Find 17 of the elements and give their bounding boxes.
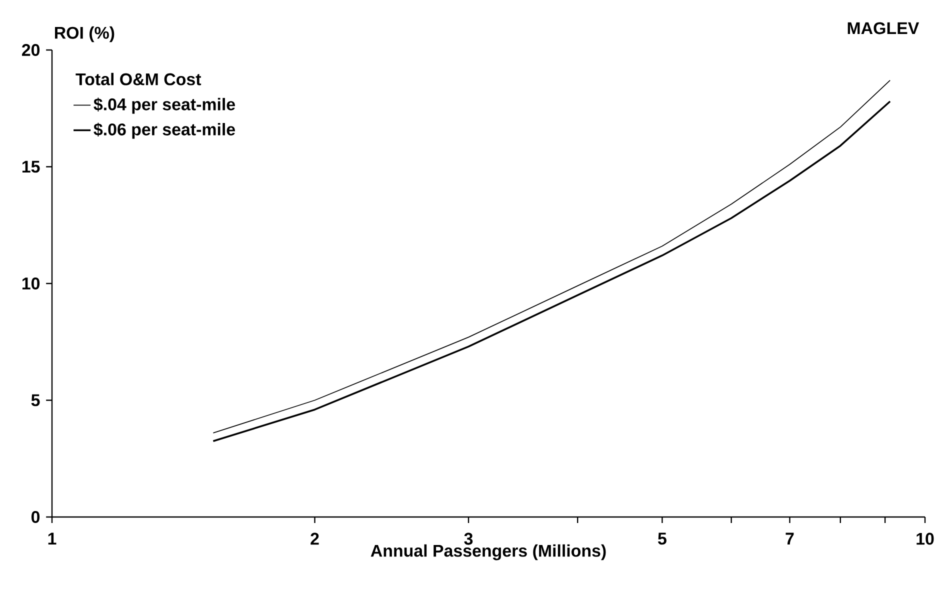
x-tick-label: 1 bbox=[48, 532, 56, 544]
y-axis-title: ROI (%) bbox=[55, 26, 114, 42]
y-tick-label: 5 bbox=[31, 394, 40, 406]
x-tick-label: 3 bbox=[464, 532, 473, 545]
x-tick-label: 2 bbox=[310, 532, 319, 545]
y-tick-label: 0 bbox=[31, 511, 40, 523]
x-tick-label: 5 bbox=[658, 532, 666, 545]
y-tick-label: 10 bbox=[22, 278, 40, 290]
x-tick-label: 10 bbox=[916, 532, 934, 545]
y-tick-label: 20 bbox=[22, 44, 40, 56]
chart-title: MAGLEV bbox=[848, 22, 920, 34]
x-axis-title: Annual Passengers (Millions) bbox=[370, 544, 606, 560]
legend-label: $.04 per seat-mile bbox=[94, 98, 236, 114]
legend-label: $.06 per seat-mile bbox=[94, 122, 236, 139]
y-tick-label: 15 bbox=[22, 160, 40, 173]
x-tick-label: 7 bbox=[786, 532, 794, 544]
legend-title: Total O&M Cost bbox=[76, 72, 202, 86]
